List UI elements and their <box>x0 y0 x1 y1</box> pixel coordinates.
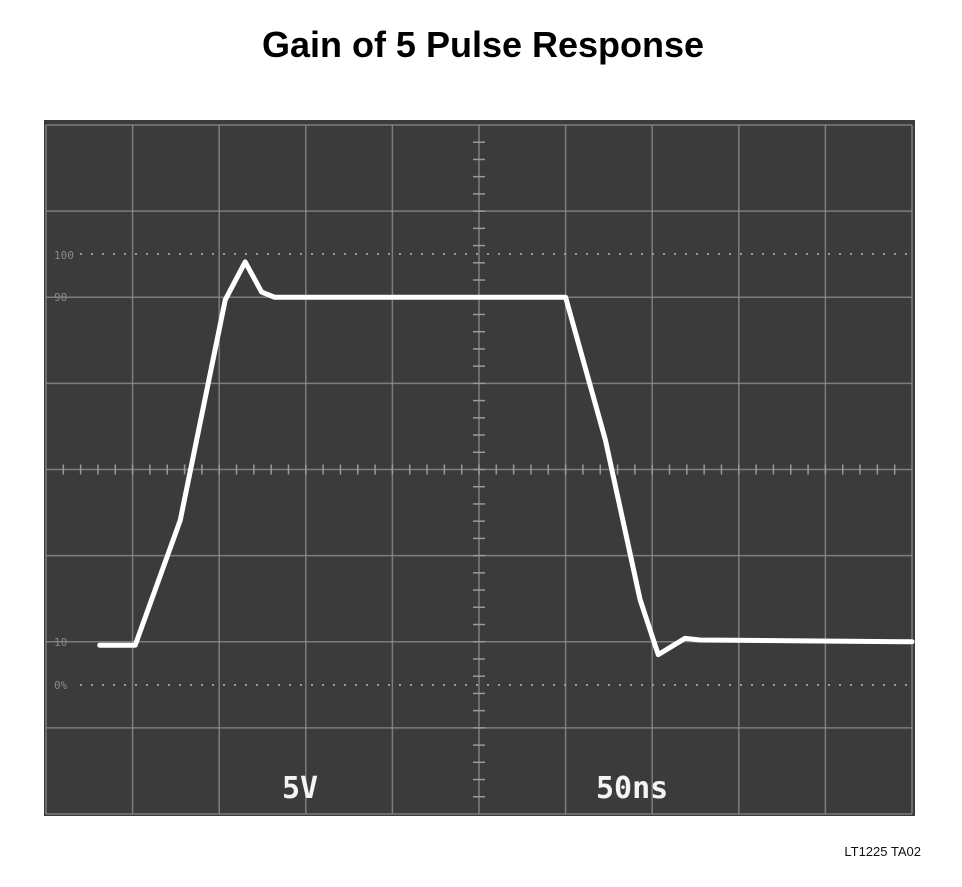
graticule <box>45 124 913 815</box>
graticule-label: 100 <box>54 249 74 262</box>
horizontal-scale: 50ns <box>596 771 668 806</box>
chart-title: Gain of 5 Pulse Response <box>262 24 704 65</box>
vertical-scale: 5V <box>282 771 318 806</box>
figure-id: LT1225 TA02 <box>844 844 921 859</box>
trace-line <box>97 259 915 658</box>
graticule-label: 90 <box>54 291 67 304</box>
trace-layer <box>97 259 915 658</box>
graticule-label: 0% <box>54 679 68 692</box>
graticule-label: 10 <box>54 636 67 649</box>
